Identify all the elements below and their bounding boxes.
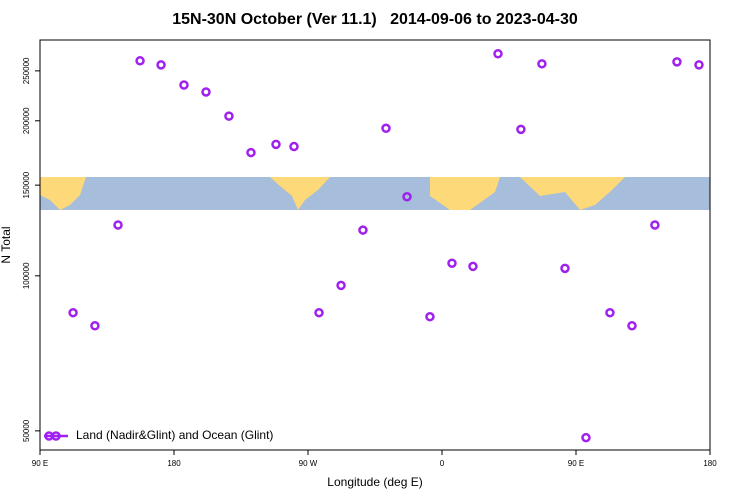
- point: [537, 59, 547, 69]
- point: [224, 111, 234, 121]
- point: [560, 263, 570, 274]
- point: [447, 258, 457, 268]
- x-tick-label: 180: [703, 459, 717, 468]
- point: [271, 139, 281, 150]
- point: [246, 147, 256, 158]
- point: [402, 192, 412, 202]
- point: [493, 48, 503, 59]
- world-map-band: [40, 177, 710, 210]
- legend-label: Land (Nadir&Glint) and Ocean (Glint): [76, 428, 273, 442]
- point: [90, 320, 100, 331]
- x-tick-label: 90 W: [299, 459, 318, 468]
- point: [605, 307, 615, 318]
- x-tick-label: 180: [167, 459, 181, 468]
- x-axis-label: Longitude (deg E): [327, 475, 422, 489]
- legend-marker: [51, 431, 61, 441]
- point: [156, 60, 166, 70]
- point: [201, 87, 211, 97]
- x-tick-label: 90 E: [32, 459, 48, 468]
- point: [694, 60, 704, 70]
- point: [516, 124, 526, 135]
- x-tick-label: 0: [440, 459, 445, 468]
- point: [358, 225, 368, 235]
- point: [113, 220, 123, 230]
- point: [135, 56, 145, 66]
- point: [672, 57, 682, 67]
- y-tick-label: 250000: [22, 57, 31, 84]
- point: [314, 307, 324, 318]
- point: [68, 307, 78, 318]
- y-axis-label: N Total: [0, 226, 13, 263]
- y-tick-label: 200000: [22, 107, 31, 134]
- point: [381, 123, 391, 134]
- y-tick-label: 50000: [22, 419, 31, 442]
- x-tick-label: 90 E: [568, 459, 584, 468]
- point: [425, 311, 435, 322]
- point: [627, 320, 637, 331]
- point: [336, 280, 346, 291]
- point: [468, 261, 478, 272]
- y-tick-label: 150000: [22, 171, 31, 198]
- point: [650, 220, 660, 230]
- point: [289, 141, 299, 152]
- point: [179, 80, 189, 90]
- point: [581, 432, 591, 443]
- chart-title: 15N-30N October (Ver 11.1) 2014-09-06 to…: [172, 11, 578, 28]
- plot-frame: [39, 39, 711, 451]
- y-tick-label: 100000: [22, 262, 31, 289]
